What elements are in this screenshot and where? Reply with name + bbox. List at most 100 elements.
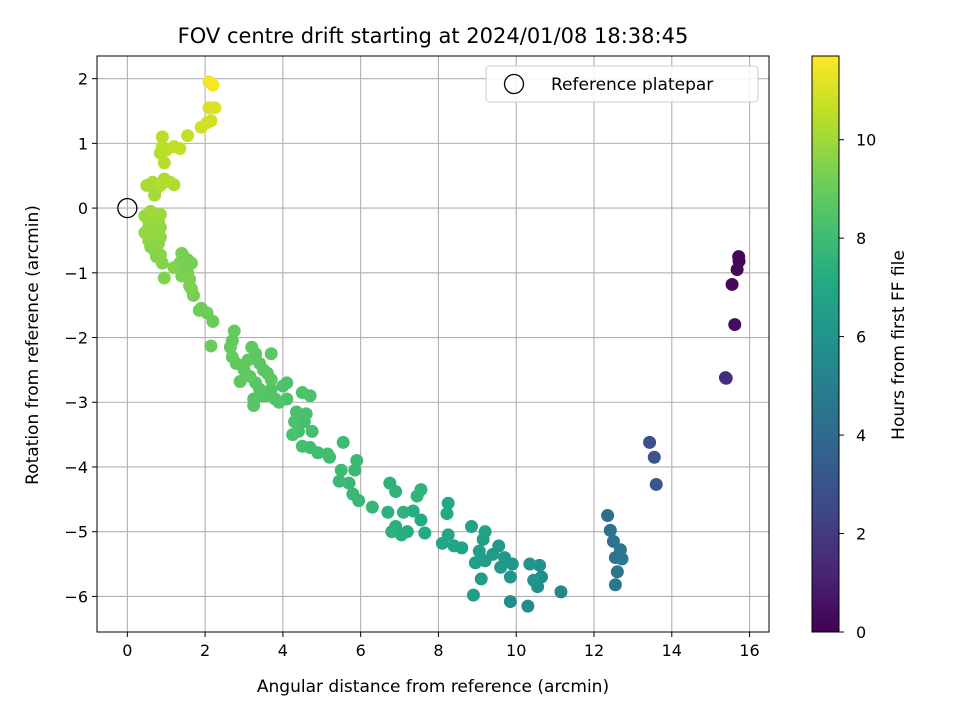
data-point: [157, 271, 171, 285]
data-point: [414, 483, 428, 497]
data-point: [245, 340, 259, 354]
data-point: [649, 477, 663, 491]
data-point: [243, 369, 257, 383]
data-point: [167, 261, 181, 275]
data-point: [185, 256, 198, 270]
colorbar: 0 2 4 6 8 10 Hours from first FF file: [811, 55, 909, 642]
data-point: [447, 539, 461, 553]
colorbar-gradient: [811, 55, 840, 633]
data-point: [521, 599, 535, 613]
data-point: [140, 178, 154, 192]
data-point: [554, 585, 568, 599]
data-point: [492, 539, 506, 553]
data-point: [610, 565, 624, 579]
data-point: [336, 435, 350, 449]
data-point: [206, 78, 220, 92]
x-axis-ticks: 0 2 4 6 8 10 12 14 16: [122, 632, 760, 660]
x-tick-label: 10: [506, 641, 526, 660]
data-point: [305, 424, 319, 438]
data-point: [478, 525, 492, 539]
colorbar-tick-label: 8: [856, 229, 866, 248]
data-point: [418, 526, 432, 540]
axes-frame: [96, 55, 770, 633]
data-point: [288, 415, 302, 429]
data-point: [728, 318, 742, 332]
y-axis-label: Rotation from reference (arcmin): [23, 205, 43, 485]
x-axis-label: Angular distance from reference (arcmin): [257, 677, 609, 697]
data-point: [227, 324, 241, 338]
data-point: [181, 129, 195, 143]
grid-lines: [97, 56, 769, 632]
data-point: [225, 350, 239, 364]
data-point: [406, 504, 420, 518]
data-point: [321, 447, 335, 461]
data-point: [155, 130, 169, 144]
data-point: [385, 525, 399, 539]
data-point: [342, 476, 356, 490]
data-point: [348, 463, 362, 477]
data-point: [601, 509, 615, 523]
data-point: [643, 435, 657, 449]
data-point: [527, 573, 541, 587]
colorbar-tick-label: 2: [856, 525, 866, 544]
y-tick-label: −4: [64, 458, 88, 477]
legend-entry-reference-platepar: Reference platepar: [551, 75, 713, 95]
data-point: [264, 373, 278, 387]
legend-reference-marker: [503, 73, 525, 95]
data-point: [466, 588, 480, 602]
data-point: [253, 382, 267, 396]
legend-box: [485, 65, 759, 103]
data-point: [472, 544, 486, 558]
colorbar-label: Hours from first FF file: [889, 250, 909, 440]
y-tick-label: 1: [78, 134, 88, 153]
data-point: [498, 551, 512, 565]
data-point: [414, 513, 428, 527]
reference-marker-layer: [117, 197, 138, 219]
data-point: [295, 386, 309, 400]
data-point: [208, 101, 222, 115]
data-point: [295, 439, 309, 453]
data-point: [346, 487, 360, 501]
y-tick-label: 0: [78, 199, 88, 218]
colorbar-tick-label: 10: [856, 131, 876, 150]
colorbar-tick-label: 0: [856, 623, 866, 642]
data-point: [474, 572, 488, 586]
data-point: [233, 375, 247, 389]
data-point: [478, 554, 492, 568]
x-tick-label: 8: [433, 641, 443, 660]
data-point: [204, 114, 218, 128]
data-point: [503, 570, 517, 584]
data-point: [381, 505, 395, 519]
data-point: [441, 496, 455, 510]
x-tick-label: 6: [356, 641, 366, 660]
data-point: [163, 175, 177, 189]
data-point: [533, 558, 547, 572]
data-point: [192, 303, 206, 317]
data-point: [435, 536, 449, 550]
data-point: [138, 226, 152, 240]
data-point: [332, 474, 346, 488]
y-tick-label: 2: [78, 70, 88, 89]
x-tick-label: 2: [200, 641, 210, 660]
data-points: [138, 75, 746, 613]
data-point: [465, 520, 478, 534]
x-tick-label: 4: [278, 641, 288, 660]
data-point: [396, 505, 410, 519]
data-point: [286, 428, 300, 442]
y-axis-ticks: −6 −5 −4 −3 −2 −1 0 1 2: [64, 70, 97, 606]
colorbar-tick-label: 6: [856, 328, 866, 347]
data-point: [603, 523, 617, 537]
x-tick-label: 16: [739, 641, 759, 660]
data-point: [615, 552, 629, 566]
legend: Reference platepar: [485, 65, 759, 103]
data-point: [383, 476, 397, 490]
data-point: [647, 450, 661, 464]
y-tick-label: −6: [64, 587, 88, 606]
data-point: [440, 507, 454, 521]
data-point: [276, 379, 290, 393]
y-tick-label: −2: [64, 329, 88, 348]
colorbar-ticks: 0 2 4 6 8 10: [839, 131, 876, 642]
data-point: [365, 500, 379, 514]
y-tick-label: −3: [64, 393, 88, 412]
